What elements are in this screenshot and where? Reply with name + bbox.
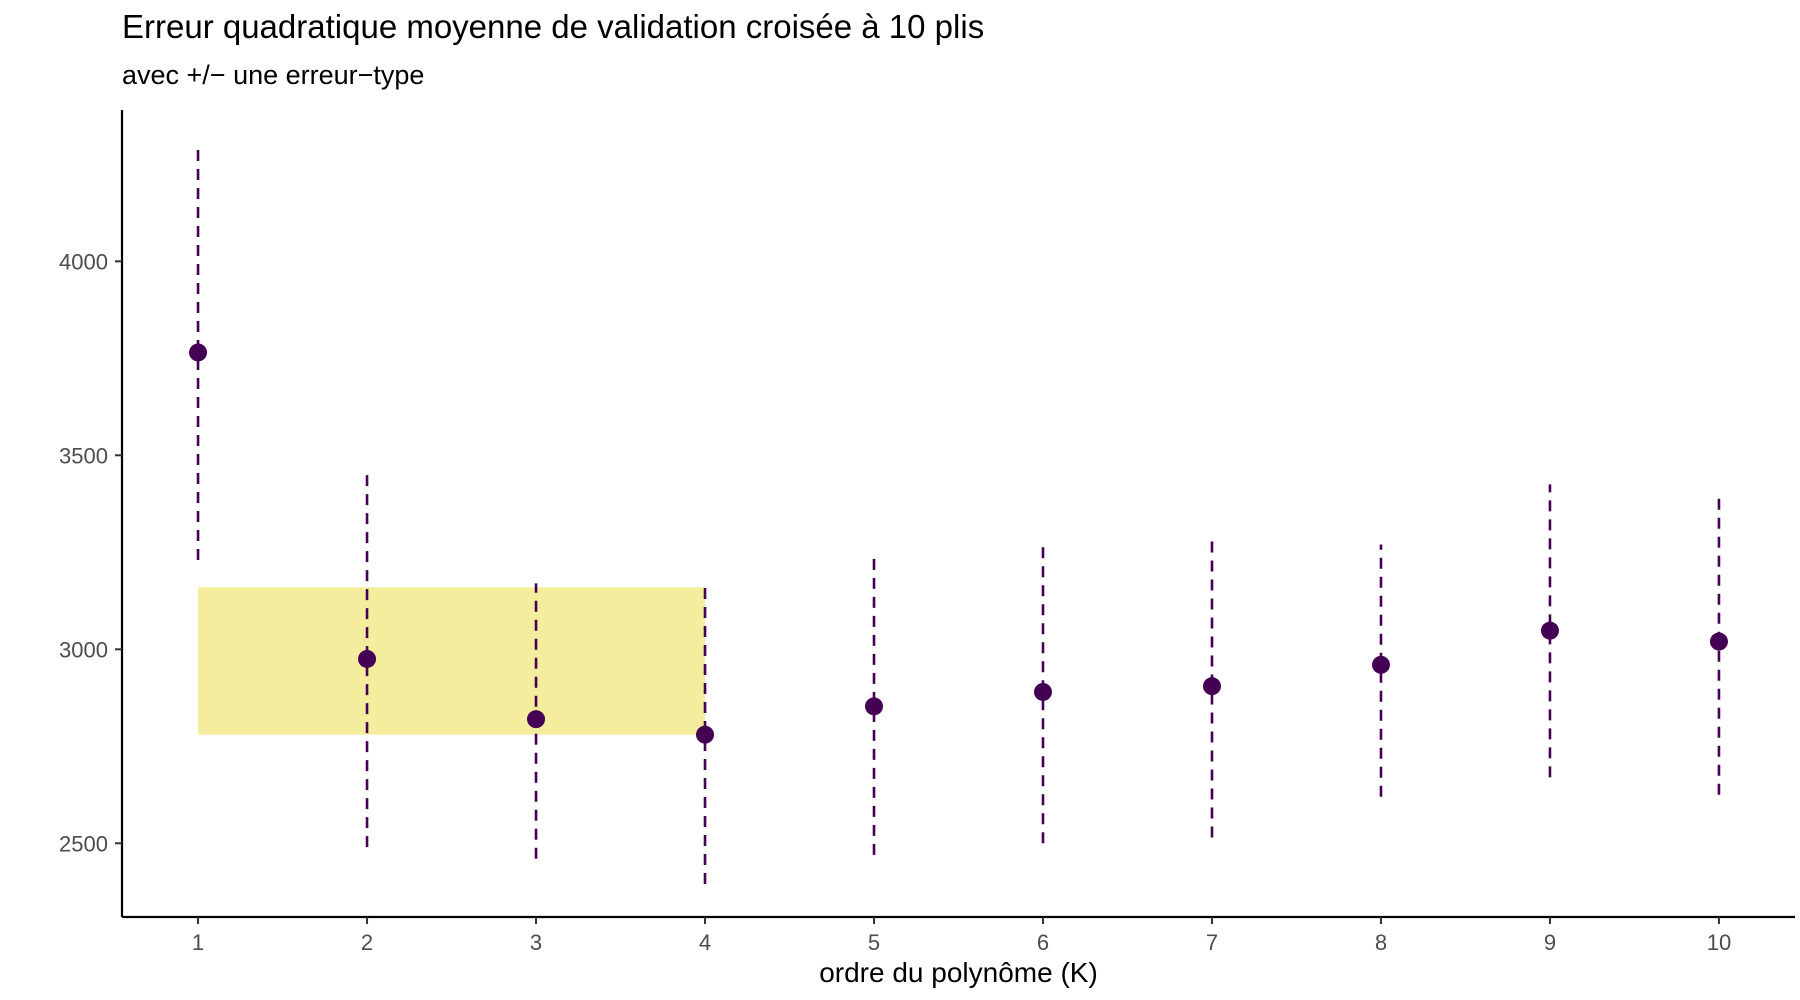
y-tick-label-3500: 3500 [59, 443, 108, 468]
x-tick-label-4: 4 [699, 930, 711, 955]
x-tick-label-8: 8 [1375, 930, 1387, 955]
x-tick-label-10: 10 [1707, 930, 1731, 955]
data-point-k2 [358, 649, 377, 668]
x-axis-title: ordre du polynôme (K) [819, 957, 1098, 988]
errorbar-layer [196, 148, 1721, 885]
data-point-k1 [189, 343, 208, 362]
chart-subtitle: avec +/− une erreur−type [122, 60, 425, 90]
data-point-k9 [1540, 621, 1559, 640]
axes [120, 110, 1795, 919]
data-point-k7 [1202, 677, 1221, 696]
x-tick-label-5: 5 [868, 930, 880, 955]
y-tick-label-2500: 2500 [59, 831, 108, 856]
x-tick-label-2: 2 [361, 930, 373, 955]
x-tick-label-7: 7 [1206, 930, 1218, 955]
y-tick-label-4000: 4000 [59, 249, 108, 274]
y-tick-label-3000: 3000 [59, 637, 108, 662]
data-point-k3 [527, 710, 546, 729]
x-tick-label-3: 3 [530, 930, 542, 955]
data-point-k10 [1709, 632, 1728, 651]
x-tick-label-6: 6 [1037, 930, 1049, 955]
point-layer [189, 343, 1728, 744]
chart-title: Erreur quadratique moyenne de validation… [122, 8, 985, 45]
data-point-k6 [1033, 682, 1052, 701]
data-point-k8 [1371, 655, 1390, 674]
highlight-band-layer [198, 587, 706, 735]
data-point-k4 [696, 725, 715, 744]
data-point-k5 [865, 697, 884, 716]
highlight-band [198, 587, 706, 735]
x-tick-label-9: 9 [1544, 930, 1556, 955]
ticks: 2500 3000 3500 4000 1 2 3 4 5 6 7 8 9 10 [59, 249, 1731, 955]
x-tick-label-1: 1 [192, 930, 204, 955]
